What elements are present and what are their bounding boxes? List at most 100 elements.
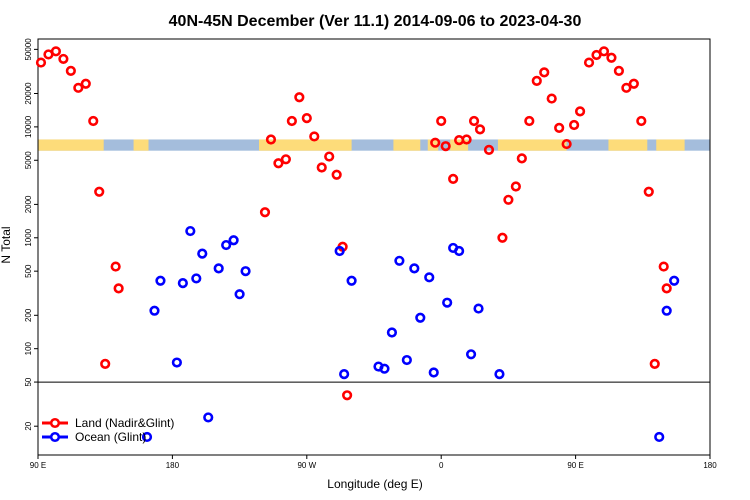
land-point <box>483 144 495 156</box>
land-point <box>628 78 639 89</box>
land-point <box>510 181 521 192</box>
land-point <box>613 65 625 76</box>
land-point <box>569 119 580 131</box>
x-tick-label: 180 <box>166 461 180 470</box>
land-point <box>58 53 69 65</box>
land-band-segment <box>497 139 567 151</box>
ocean-point <box>428 367 439 378</box>
land-point <box>554 122 565 133</box>
ocean-point <box>228 235 239 246</box>
land-point <box>80 78 91 89</box>
land-band-segment <box>133 139 149 151</box>
plot-border <box>37 38 711 456</box>
ocean-point <box>149 305 160 316</box>
land-point <box>294 92 305 103</box>
ocean-point <box>465 349 477 360</box>
ocean-point <box>155 275 166 286</box>
x-tick-label: 90 W <box>297 461 316 470</box>
ocean-point <box>661 305 672 316</box>
ocean-point <box>346 275 357 286</box>
ocean-point <box>240 266 251 277</box>
land-point <box>643 186 654 197</box>
land-point <box>546 93 557 104</box>
data-points <box>35 46 680 443</box>
y-tick-label: 10000 <box>24 115 33 138</box>
land-point <box>88 115 99 127</box>
legend: Land (Nadir&Glint) Ocean (Glint) <box>42 416 174 444</box>
ocean-point <box>401 354 412 366</box>
land-point <box>658 261 669 272</box>
land-point <box>468 115 480 127</box>
ocean-point <box>415 312 426 323</box>
land-point <box>497 232 508 243</box>
ocean-point <box>394 255 405 266</box>
land-point <box>65 65 76 76</box>
ocean-point <box>454 245 465 257</box>
y-tick-label: 5000 <box>24 151 33 169</box>
ocean-point <box>386 327 398 338</box>
y-tick-label: 50 <box>24 377 33 386</box>
ocean-point <box>177 278 188 289</box>
land-point <box>598 46 610 57</box>
ocean-band <box>38 139 710 151</box>
land-point <box>316 162 327 173</box>
plot-frame <box>37 38 711 456</box>
land-point <box>621 82 632 93</box>
land-point <box>516 153 527 164</box>
x-axis: 90 E 180 90 W 0 90 E 180 <box>30 455 717 470</box>
ocean-point <box>191 273 202 284</box>
y-tick-label: 200 <box>24 308 33 322</box>
land-point <box>110 261 121 272</box>
land-point <box>309 131 320 142</box>
ocean-point <box>339 369 350 380</box>
ocean-point <box>171 357 182 368</box>
land-ocean-band <box>38 139 710 151</box>
land-point <box>440 141 451 152</box>
land-band-segment <box>608 139 648 151</box>
land-point <box>606 52 617 63</box>
land-point <box>561 138 572 150</box>
land-point <box>436 115 447 127</box>
ocean-point <box>442 297 453 308</box>
land-point <box>301 112 312 124</box>
land-point <box>503 194 514 205</box>
legend-land-label: Land (Nadir&Glint) <box>75 416 174 430</box>
ocean-point <box>234 289 245 300</box>
y-axis-title: N Total <box>0 226 13 263</box>
ocean-point <box>473 303 484 314</box>
land-point <box>448 173 459 184</box>
y-axis: 20 50 100 200 500 1000 2000 5000 10000 20000 50000 <box>24 38 38 431</box>
ocean-point <box>424 272 435 283</box>
land-point <box>50 46 62 57</box>
land-point <box>265 134 277 145</box>
land-band-segment <box>393 139 421 151</box>
land-point <box>661 283 672 294</box>
ocean-point <box>221 239 232 251</box>
land-point <box>280 154 291 165</box>
ocean-point <box>669 275 680 286</box>
land-point <box>574 106 586 117</box>
land-point <box>430 137 441 148</box>
y-tick-label: 20000 <box>24 82 33 105</box>
x-tick-label: 0 <box>439 461 444 470</box>
land-point <box>649 358 660 369</box>
ocean-point <box>654 431 665 443</box>
x-tick-label: 90 E <box>567 461 583 470</box>
y-tick-label: 2000 <box>24 195 33 213</box>
legend-land-marker <box>49 417 61 429</box>
x-axis-title: Longitude (deg E) <box>327 477 422 491</box>
land-point <box>324 151 335 162</box>
y-tick-label: 500 <box>24 264 33 278</box>
x-tick-label: 90 E <box>30 461 46 470</box>
ocean-point <box>494 369 505 380</box>
ocean-point <box>141 431 153 443</box>
land-point <box>259 207 271 218</box>
land-point <box>591 49 602 61</box>
land-band-segment <box>656 139 685 151</box>
chart-title: 40N-45N December (Ver 11.1) 2014-09-06 t… <box>169 13 582 30</box>
land-point <box>100 358 111 369</box>
x-tick-label: 180 <box>703 461 717 470</box>
y-tick-label: 100 <box>24 341 33 355</box>
y-tick-label: 50000 <box>24 38 33 61</box>
